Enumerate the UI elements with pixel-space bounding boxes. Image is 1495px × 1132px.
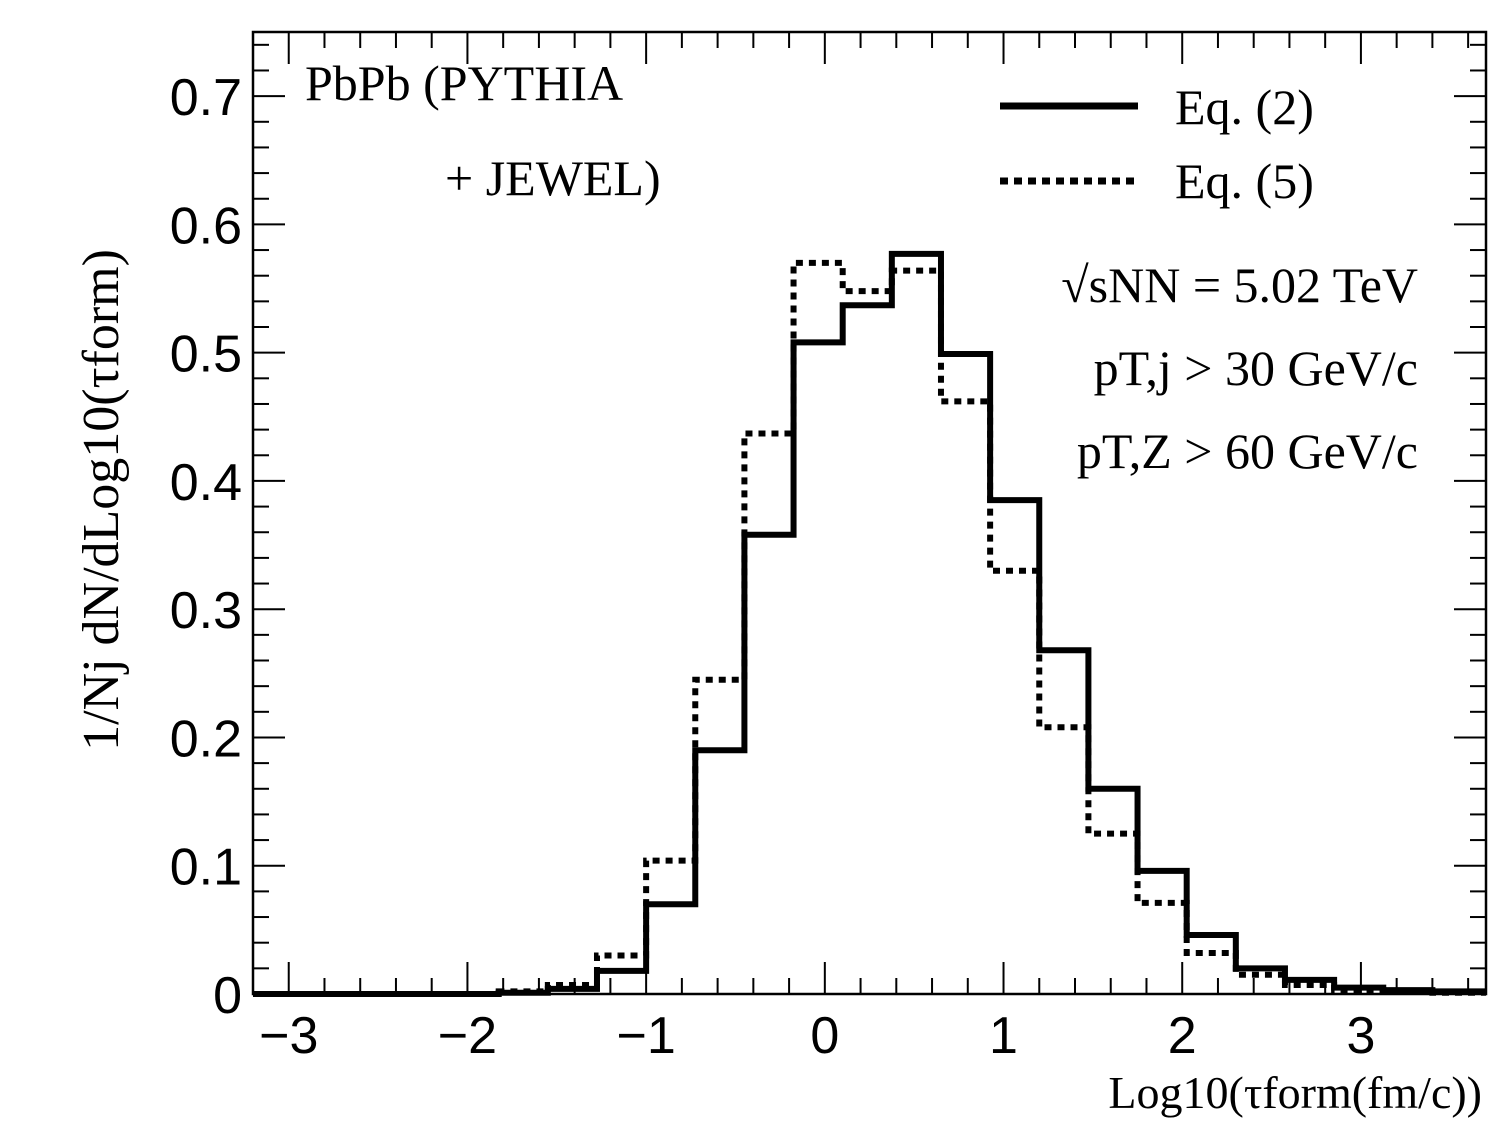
x-axis-title: Log10(τform(fm/c)) bbox=[1108, 1067, 1482, 1118]
legend-label-eq2: Eq. (2) bbox=[1175, 79, 1314, 135]
x-tick-label: 3 bbox=[1346, 1007, 1375, 1065]
x-tick-label: −3 bbox=[259, 1007, 318, 1065]
y-tick-label: 0 bbox=[213, 967, 242, 1025]
annotation-cut-z: pT,Z > 60 GeV/c bbox=[1077, 423, 1418, 479]
annotation-energy: √sNN = 5.02 TeV bbox=[1061, 257, 1418, 313]
y-axis-title: 1/Nj dN/dLog10(τform) bbox=[73, 249, 130, 751]
x-tick-label: 0 bbox=[810, 1007, 839, 1065]
series-line-eq2 bbox=[253, 250, 1486, 997]
x-tick-label: 2 bbox=[1168, 1007, 1197, 1065]
x-tick-label: −2 bbox=[438, 1007, 497, 1065]
x-tick-label: −1 bbox=[616, 1007, 675, 1065]
y-tick-labels: 0 0.1 0.2 0.3 0.4 0.5 0.6 0.7 bbox=[170, 69, 242, 1025]
legend: Eq. (2) Eq. (5) bbox=[1000, 79, 1314, 209]
legend-label-eq5: Eq. (5) bbox=[1175, 153, 1314, 209]
annotation-system-line2: + JEWEL) bbox=[445, 150, 661, 206]
x-tick-label: 1 bbox=[989, 1007, 1018, 1065]
y-tick-label: 0.4 bbox=[170, 454, 242, 512]
annotation-cut-jet: pT,j > 30 GeV/c bbox=[1094, 340, 1418, 396]
y-tick-label: 0.7 bbox=[170, 69, 242, 127]
y-tick-label: 0.1 bbox=[170, 839, 242, 897]
x-tick-labels: −3 −2 −1 0 1 2 3 bbox=[259, 1007, 1375, 1065]
series-layer bbox=[253, 250, 1486, 997]
series-line-eq5 bbox=[253, 259, 1486, 997]
plot-frame bbox=[251, 30, 1488, 996]
y-tick-label: 0.5 bbox=[170, 326, 242, 384]
y-tick-label: 0.3 bbox=[170, 582, 242, 640]
y-tick-label: 0.6 bbox=[170, 197, 242, 255]
y-tick-label: 0.2 bbox=[170, 710, 242, 768]
axis-ticks bbox=[252, 32, 1486, 995]
annotation-system-line1: PbPb (PYTHIA bbox=[305, 55, 623, 111]
